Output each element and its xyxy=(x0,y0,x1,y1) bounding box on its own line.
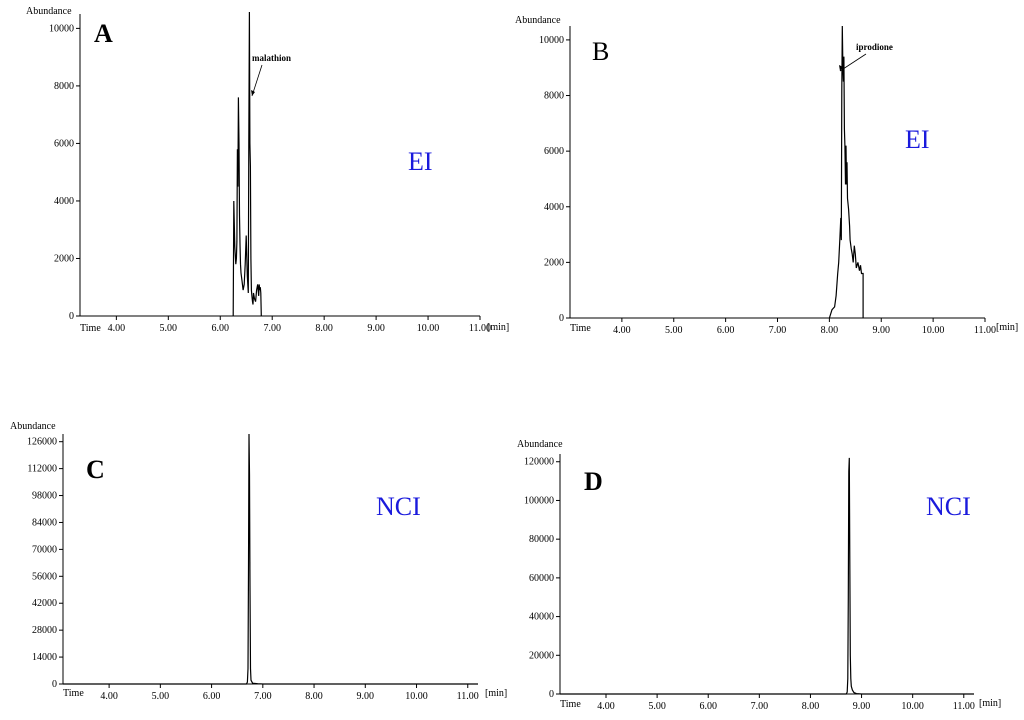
panel-b-y-tick-label: 4000 xyxy=(544,202,564,213)
panel-c-x-axis-label: Time xyxy=(63,688,84,699)
panel-b-x-tick-label: 6.00 xyxy=(717,325,735,336)
panel-d-x-tick-label: 11.00 xyxy=(953,701,975,712)
panel-b-annotation-arrowhead xyxy=(839,65,843,71)
panel-b-x-tick-label: 8.00 xyxy=(821,325,839,336)
panel-d-x-tick-label: 7.00 xyxy=(751,701,769,712)
panel-b-x-unit-label: [min] xyxy=(996,322,1018,333)
panel-a-ionization-mode: EI xyxy=(408,147,433,176)
panel-b-x-tick-label: 9.00 xyxy=(873,325,891,336)
panel-a-y-tick-label: 0 xyxy=(69,311,74,322)
panel-b-letter: B xyxy=(592,37,609,66)
panel-b-peak-annotation: iprodione xyxy=(856,42,893,52)
panel-c-y-tick-label: 112000 xyxy=(27,464,57,475)
panel-c-y-tick-label: 56000 xyxy=(32,571,57,582)
panel-b-y-tick-label: 8000 xyxy=(544,91,564,102)
panel-c-y-tick-label: 70000 xyxy=(32,544,57,555)
panel-b-x-tick-label: 4.00 xyxy=(613,325,631,336)
panel-a-x-tick-label: 4.00 xyxy=(108,323,126,334)
panel-a-y-axis-label: Abundance xyxy=(26,6,72,17)
panel-a-peak-annotation: malathion xyxy=(252,53,291,63)
panel-c-x-tick-label: 4.00 xyxy=(100,691,118,702)
panel-d-x-unit-label: [min] xyxy=(979,698,1001,709)
panel-a-x-tick-label: 9.00 xyxy=(367,323,385,334)
panel-c-x-unit-label: [min] xyxy=(485,688,507,699)
panel-c-chromatogram-trace xyxy=(63,433,478,685)
panel-a-y-tick-label: 2000 xyxy=(54,253,74,264)
panel-a-x-unit-label: [min] xyxy=(487,322,509,333)
panel-d-ionization-mode: NCI xyxy=(926,492,971,521)
panel-b-y-tick-label: 10000 xyxy=(539,35,564,46)
panel-b-x-tick-label: 5.00 xyxy=(665,325,683,336)
panel-d-y-tick-label: 0 xyxy=(549,689,554,700)
panel-c-y-tick-label: 42000 xyxy=(32,598,57,609)
panel-d-x-tick-label: 8.00 xyxy=(802,701,820,712)
panel-c-x-tick-label: 7.00 xyxy=(254,691,272,702)
panel-b-y-tick-label: 2000 xyxy=(544,257,564,268)
panel-d-y-tick-label: 60000 xyxy=(529,573,554,584)
panel-a-letter: A xyxy=(94,19,113,48)
panel-b-chromatogram-trace xyxy=(828,25,864,319)
panel-d-y-axis-label: Abundance xyxy=(517,439,563,450)
panel-c-x-tick-label: 11.00 xyxy=(457,691,479,702)
panel-a-x-tick-label: 10.00 xyxy=(417,323,440,334)
panel-a-y-tick-label: 6000 xyxy=(54,138,74,149)
panel-d-x-tick-label: 9.00 xyxy=(853,701,871,712)
panel-a-x-tick-label: 7.00 xyxy=(263,323,281,334)
panel-c-x-tick-label: 10.00 xyxy=(405,691,428,702)
panel-c-ionization-mode: NCI xyxy=(376,492,421,521)
panel-c-y-tick-label: 28000 xyxy=(32,625,57,636)
panel-a-x-tick-label: 11.00 xyxy=(469,323,491,334)
panel-a-y-tick-label: 10000 xyxy=(49,23,74,34)
panel-b-annotation-arrow xyxy=(839,53,867,72)
panel-b-y-tick-label: 6000 xyxy=(544,146,564,157)
panel-c-y-axis-label: Abundance xyxy=(10,421,56,432)
panel-d-y-tick-label: 20000 xyxy=(529,650,554,661)
panel-c-x-tick-label: 8.00 xyxy=(305,691,323,702)
panel-a-annotation-arrow xyxy=(251,64,263,97)
panel-a-x-axis-label: Time xyxy=(80,323,101,334)
panel-a-x-tick-label: 6.00 xyxy=(212,323,230,334)
panel-d-letter: D xyxy=(584,467,603,496)
panel-c-y-tick-label: 0 xyxy=(52,679,57,690)
panel-a-y-tick-label: 4000 xyxy=(54,196,74,207)
panel-c-x-tick-label: 9.00 xyxy=(357,691,375,702)
panel-d-x-tick-label: 6.00 xyxy=(699,701,717,712)
panel-a-y-tick-label: 8000 xyxy=(54,81,74,92)
panel-b-x-tick-label: 10.00 xyxy=(922,325,945,336)
panel-b-x-axis-label: Time xyxy=(570,323,591,334)
panel-d-x-tick-label: 10.00 xyxy=(901,701,924,712)
panel-b-y-axis-label: Abundance xyxy=(515,15,561,26)
panel-d-x-tick-label: 4.00 xyxy=(597,701,615,712)
panel-d-y-tick-label: 40000 xyxy=(529,612,554,623)
panel-c-y-tick-label: 84000 xyxy=(32,517,57,528)
panel-d-x-tick-label: 5.00 xyxy=(648,701,666,712)
panel-d-y-tick-label: 100000 xyxy=(524,495,554,506)
panel-c-y-tick-label: 98000 xyxy=(32,491,57,502)
panel-a-x-tick-label: 8.00 xyxy=(315,323,333,334)
panel-c-letter: C xyxy=(86,455,105,484)
panel-a-x-tick-label: 5.00 xyxy=(160,323,178,334)
panel-c-x-tick-label: 5.00 xyxy=(152,691,170,702)
panel-d-chromatogram-trace xyxy=(560,457,974,695)
panel-b-ionization-mode: EI xyxy=(905,125,930,154)
panel-a-chromatogram-trace xyxy=(232,11,262,317)
panel-b-x-tick-label: 11.00 xyxy=(974,325,996,336)
panel-d-y-tick-label: 120000 xyxy=(524,457,554,468)
panel-c-y-tick-label: 14000 xyxy=(32,652,57,663)
panel-c-x-tick-label: 6.00 xyxy=(203,691,221,702)
panel-b-y-tick-label: 0 xyxy=(559,313,564,324)
panel-c-y-tick-label: 126000 xyxy=(27,437,57,448)
panel-d-x-axis-label: Time xyxy=(560,699,581,710)
panel-d-y-tick-label: 80000 xyxy=(529,534,554,545)
panel-b-x-tick-label: 7.00 xyxy=(769,325,787,336)
panel-a-annotation-arrowhead xyxy=(251,90,255,96)
